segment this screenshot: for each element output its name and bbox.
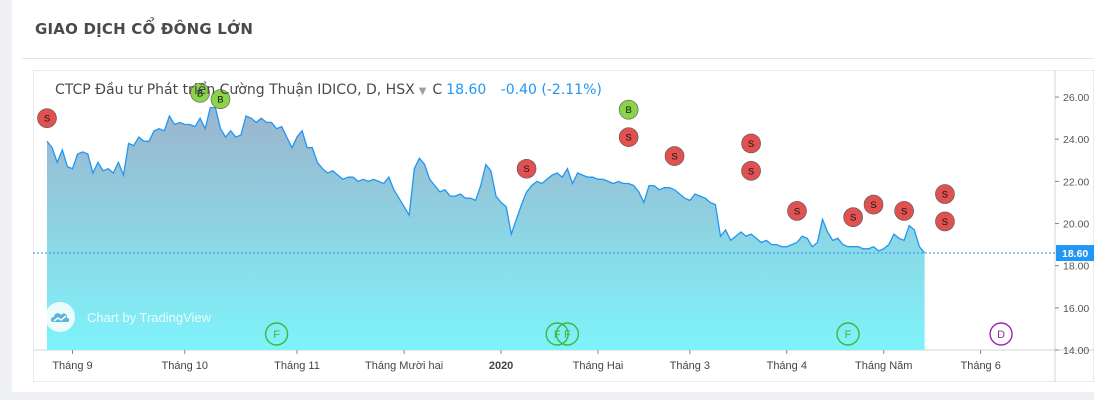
marker-dot xyxy=(863,194,884,215)
marker-label: S xyxy=(671,152,677,163)
sell-marker: S xyxy=(516,158,537,179)
marker-dot xyxy=(37,108,57,128)
price-tick-label: 24.00 xyxy=(1063,134,1089,146)
marker-label: S xyxy=(850,213,856,224)
event-ring xyxy=(545,322,569,346)
tradingview-watermark[interactable]: Chart by TradingView xyxy=(45,302,211,332)
marker-label: B xyxy=(625,105,631,116)
time-tick-label: Tháng Năm xyxy=(855,360,912,372)
marker-dot xyxy=(664,146,685,166)
marker-dot xyxy=(741,133,761,154)
marker-dot xyxy=(935,211,955,232)
event-label: F xyxy=(273,329,280,341)
symbol-name[interactable]: CTCP Đầu tư Phát triển Cường Thuận IDICO… xyxy=(55,82,415,98)
last-price-label: 18.60 xyxy=(1062,248,1088,260)
time-tick-label: Tháng Hai xyxy=(573,360,624,372)
marker-label: B xyxy=(197,88,203,99)
marker-label: S xyxy=(794,206,800,217)
financial-event: F xyxy=(555,322,580,346)
price-tick-label: 16.00 xyxy=(1063,303,1089,315)
time-tick-label: Tháng 11 xyxy=(274,360,320,372)
marker-label: S xyxy=(901,206,907,217)
marker-label: S xyxy=(625,133,631,144)
financial-event: F xyxy=(264,322,289,346)
marker-dot xyxy=(935,184,955,204)
time-tick-label: Tháng 3 xyxy=(670,360,710,372)
marker-label: S xyxy=(870,200,876,211)
time-tick-label: Tháng 9 xyxy=(52,360,92,372)
chart-legend: CTCP Đầu tư Phát triển Cường Thuận IDICO… xyxy=(55,82,602,98)
event-label: F xyxy=(564,329,571,341)
watermark-text: Chart by TradingView xyxy=(87,309,212,325)
sell-marker: S xyxy=(618,127,639,147)
sell-marker: S xyxy=(843,207,863,228)
time-tick-label: 2020 xyxy=(489,360,513,372)
buy-marker: B xyxy=(618,99,639,120)
marker-dot xyxy=(843,207,863,228)
marker-dot xyxy=(618,127,639,147)
price-change: -0.40 (-2.11%) xyxy=(500,82,602,98)
dividend-event: D xyxy=(989,322,1013,346)
price-line xyxy=(46,106,926,254)
sell-marker: S xyxy=(787,201,807,221)
time-tick-label: Tháng 4 xyxy=(767,360,807,372)
close-label: C xyxy=(432,82,443,98)
buy-marker: B xyxy=(190,83,210,103)
time-tick-label: Tháng 6 xyxy=(960,360,1000,372)
tradingview-cloud-icon xyxy=(45,302,75,332)
marker-dot xyxy=(787,201,807,221)
event-ring xyxy=(989,322,1013,346)
event-ring xyxy=(264,322,289,346)
time-tick-label: Tháng Mười hai xyxy=(365,360,443,372)
buy-marker: B xyxy=(210,89,231,109)
sell-marker: S xyxy=(664,146,685,166)
event-label: F xyxy=(554,329,561,341)
sell-marker: S xyxy=(863,194,884,215)
marker-label: S xyxy=(748,139,754,150)
financial-event: F xyxy=(836,322,860,346)
marker-dot xyxy=(516,158,537,179)
marker-dot xyxy=(618,99,639,120)
price-tick-label: 18.00 xyxy=(1063,261,1089,273)
marker-dot xyxy=(190,83,210,103)
sell-marker: S xyxy=(741,161,761,181)
close-value: 18.60 xyxy=(446,82,487,98)
price-tick-label: 26.00 xyxy=(1063,92,1089,104)
marker-label: B xyxy=(217,95,223,106)
financial-event: F xyxy=(545,322,569,346)
sell-marker: S xyxy=(37,108,57,128)
price-area xyxy=(47,107,925,350)
event-label: D xyxy=(997,329,1005,341)
price-tick-label: 22.00 xyxy=(1063,176,1089,188)
sell-marker: S xyxy=(935,211,955,232)
caret-down-icon[interactable]: ▼ xyxy=(418,86,427,97)
section-title: GIAO DỊCH CỔ ĐÔNG LỚN xyxy=(35,20,254,38)
marker-label: S xyxy=(942,190,948,201)
event-ring xyxy=(836,322,860,346)
event-label: F xyxy=(845,329,852,341)
event-ring xyxy=(555,322,580,346)
marker-dot xyxy=(741,161,761,181)
time-tick-label: Tháng 10 xyxy=(162,360,208,372)
marker-label: S xyxy=(523,164,529,175)
marker-dot xyxy=(894,201,914,221)
last-price-badge xyxy=(1056,245,1094,262)
marker-label: S xyxy=(748,166,754,177)
sell-marker: S xyxy=(894,201,914,221)
sell-marker: S xyxy=(741,133,761,154)
marker-label: S xyxy=(942,217,948,228)
marker-dot xyxy=(210,89,231,109)
price-tick-label: 20.00 xyxy=(1063,219,1089,231)
marker-label: S xyxy=(44,114,50,125)
sell-marker: S xyxy=(935,184,955,204)
section-divider xyxy=(22,58,1094,59)
price-tick-label: 14.00 xyxy=(1063,345,1089,357)
